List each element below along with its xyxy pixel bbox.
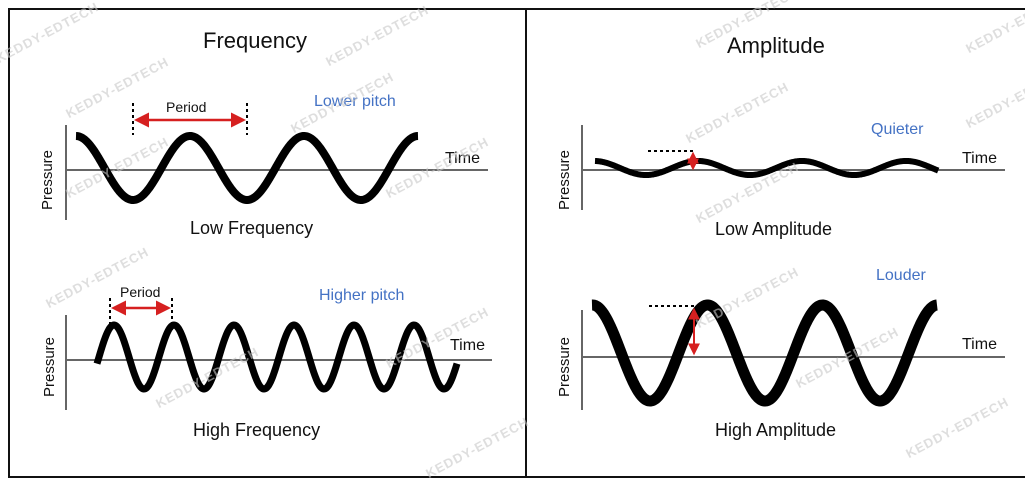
low-frequency-pressure-label: Pressure	[39, 149, 56, 210]
amplitude-title: Amplitude	[727, 33, 825, 58]
high-amplitude-pressure-label: Pressure	[556, 336, 573, 397]
high-frequency-pressure-label: Pressure	[41, 336, 58, 397]
higher-pitch-label: Higher pitch	[319, 287, 405, 304]
high-amplitude-time-label: Time	[962, 336, 997, 353]
high-frequency-period-label: Period	[120, 284, 161, 300]
low-frequency-period-label: Period	[166, 99, 207, 115]
waves-svg	[65, 103, 1005, 410]
low-frequency-wave	[75, 131, 419, 205]
louder-label: Louder	[876, 267, 926, 284]
high-amplitude-caption: High Amplitude	[715, 420, 837, 440]
lower-pitch-label: Lower pitch	[314, 93, 396, 110]
low-amplitude-caption: Low Amplitude	[715, 219, 833, 239]
low-frequency-caption: Low Frequency	[190, 218, 314, 238]
high-frequency-wave	[93, 321, 461, 393]
frequency-title: Frequency	[203, 28, 307, 53]
high-frequency-time-label: Time	[450, 337, 485, 354]
high-frequency-caption: High Frequency	[193, 420, 321, 440]
low-frequency-time-label: Time	[445, 150, 480, 167]
low-amplitude-wave	[594, 157, 940, 179]
low-amplitude-pressure-label: Pressure	[556, 149, 573, 210]
high-amplitude-wave	[591, 299, 938, 407]
low-amplitude-time-label: Time	[962, 150, 997, 167]
quieter-label: Quieter	[871, 121, 924, 138]
